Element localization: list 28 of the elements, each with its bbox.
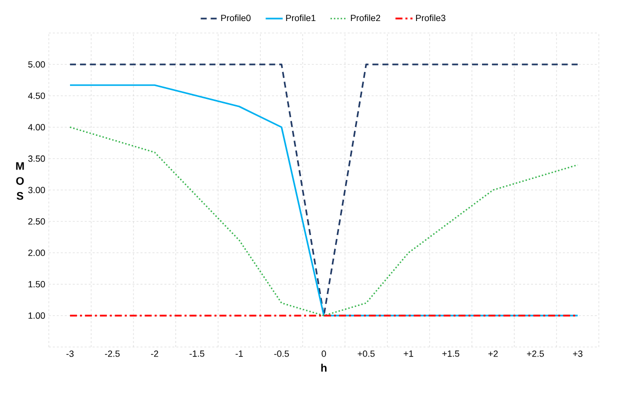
y-tick-label: 4.50 <box>28 92 45 99</box>
y-tick-label: 1.00 <box>28 312 45 319</box>
x-tick-label: -1.5 <box>190 350 204 357</box>
y-tick-label: 2.00 <box>28 250 45 256</box>
x-tick-label: +1 <box>404 350 414 357</box>
y-tick-label: 3.00 <box>28 186 45 194</box>
x-axis-title: h <box>321 364 327 372</box>
legend-label: Profile2 <box>350 14 380 22</box>
x-tick-label: +1.5 <box>442 350 460 357</box>
x-tick-label: +2.5 <box>526 350 544 357</box>
y-axis-title: M O S <box>16 162 24 200</box>
x-tick-label: 0 <box>322 350 326 357</box>
y-tick-label: 5.00 <box>28 61 45 68</box>
y-tick-label: 1.50 <box>28 281 45 288</box>
x-tick-label: -1 <box>236 350 243 357</box>
x-tick-label: +3 <box>573 350 582 357</box>
x-tick-label: +0.5 <box>358 350 375 357</box>
legend-label: Profile3 <box>416 14 446 22</box>
y-tick-label: 4.00 <box>28 124 45 130</box>
legend-label: Profile0 <box>221 14 251 22</box>
x-tick-label: +2 <box>488 350 498 357</box>
x-tick-label: -2 <box>151 350 158 357</box>
y-tick-label: 3.50 <box>28 155 45 162</box>
x-tick-label: -3 <box>66 350 74 357</box>
x-tick-label: -0.5 <box>274 350 289 357</box>
x-tick-label: -2.5 <box>104 350 120 357</box>
legend-label: Profile1 <box>286 14 316 22</box>
y-tick-label: 2.50 <box>28 218 45 225</box>
